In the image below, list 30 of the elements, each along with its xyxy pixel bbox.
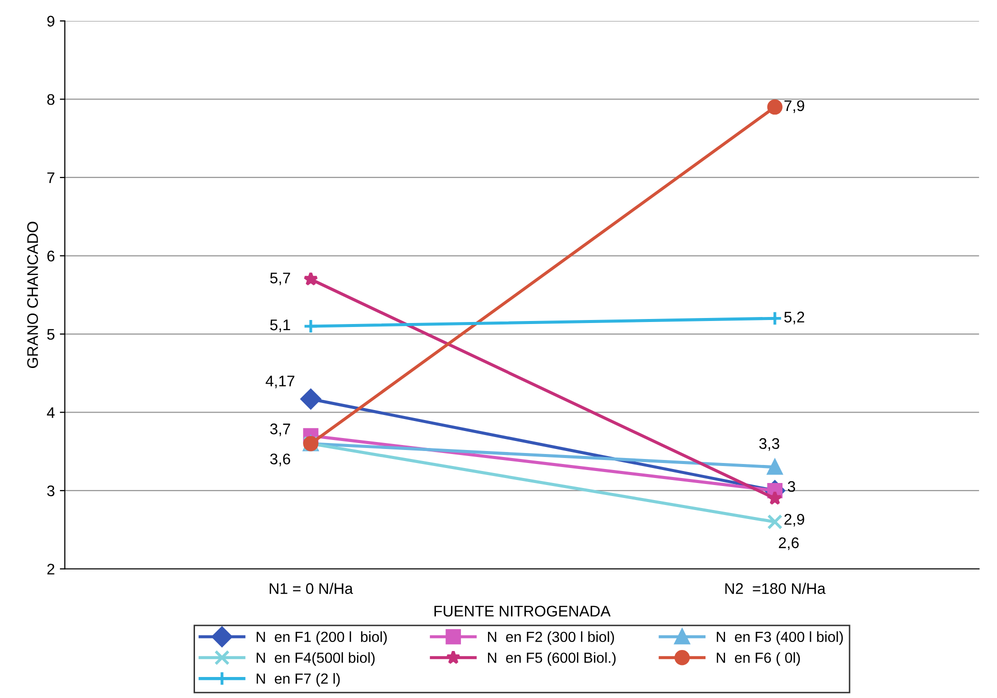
- y-tick-label: 7: [47, 172, 54, 184]
- legend-label: N en F2 (300 l biol): [488, 631, 614, 645]
- y-tick-label: 5: [47, 329, 54, 340]
- y-tick-label: 2: [47, 564, 54, 574]
- legend-label: N en F7 (2 l): [256, 673, 340, 687]
- data-label: 7,9: [784, 100, 804, 113]
- data-label: 3: [788, 481, 796, 492]
- data-label: 3,6: [270, 454, 290, 466]
- y-tick-label: 6: [47, 250, 54, 262]
- legend-label: N en F3 (400 l biol): [716, 631, 843, 645]
- x-tick-label: N2 =180 N/Ha: [725, 582, 826, 594]
- x-tick-label: N1 = 0 N/Ha: [270, 582, 354, 594]
- data-label: 5,1: [270, 320, 290, 332]
- y-tick-label: 4: [46, 407, 55, 418]
- data-label: 2,6: [778, 537, 799, 550]
- legend-label: N en F6 ( 0l): [716, 652, 800, 666]
- legend-label: N en F5 (600l Biol.): [488, 652, 616, 666]
- x-axis-title: FUENTE NITROGENADA: [434, 606, 611, 617]
- data-label: 4,17: [266, 376, 294, 388]
- y-tick-label: 3: [47, 485, 54, 496]
- legend-label: N en F4(500l biol): [256, 652, 375, 666]
- data-label: 3,7: [270, 424, 290, 436]
- data-label: 2,9: [784, 514, 804, 527]
- y-tick-label: 9: [47, 16, 54, 27]
- y-axis-title: GRANO CHANCADO: [27, 222, 38, 368]
- data-label: 5,2: [784, 312, 804, 324]
- data-label: 3,3: [759, 438, 780, 451]
- y-tick-label: 8: [47, 94, 54, 105]
- legend-label: N en F1 (200 l biol): [256, 631, 387, 645]
- data-label: 5,7: [270, 272, 290, 286]
